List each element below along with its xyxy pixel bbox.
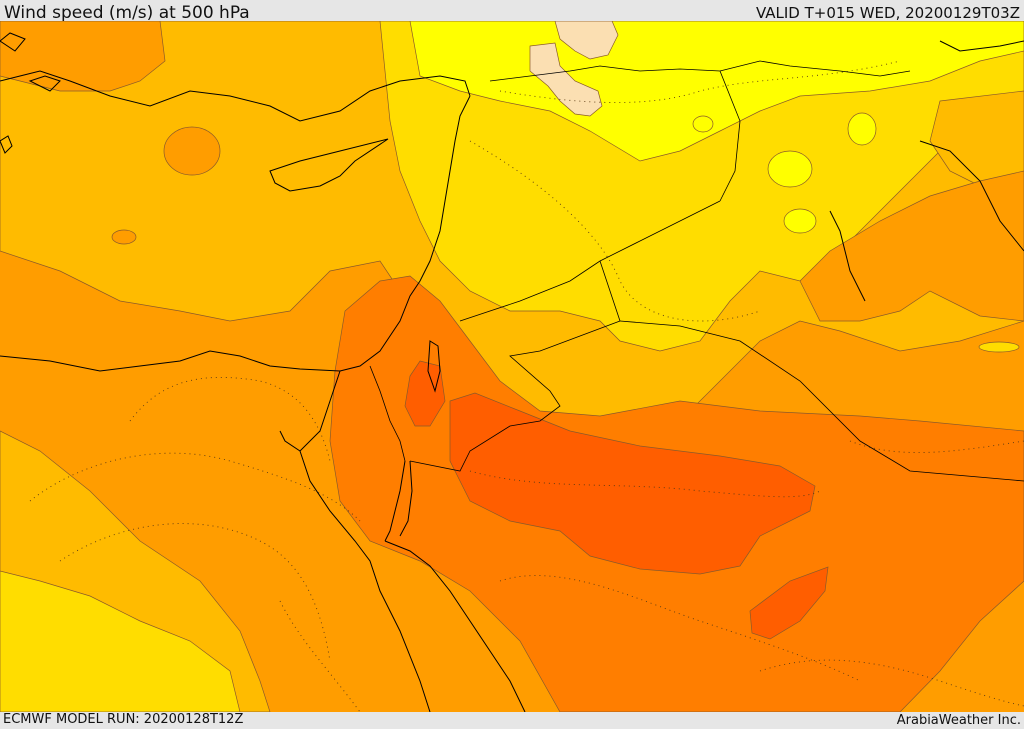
band-deepest-jordan	[404, 360, 446, 427]
band-deepest-south	[749, 566, 829, 640]
patch-yellow-1	[767, 150, 813, 188]
patch-yellow-4	[692, 115, 714, 133]
valid-time-label: VALID T+015 WED, 20200129T03Z	[755, 4, 1020, 22]
coastlines	[0, 32, 1024, 712]
dotted-isolines	[29, 60, 1024, 712]
band-lightest	[529, 42, 603, 117]
band-deepest-core	[449, 392, 816, 575]
band-lightest-2	[554, 21, 619, 60]
band-yellow-orange-sw	[0, 570, 241, 712]
footer-bar: ECMWF MODEL RUN: 20200128T12Z ArabiaWeat…	[0, 712, 1024, 729]
patch-yellow-5	[978, 341, 1020, 353]
credit-label: ArabiaWeather Inc.	[896, 713, 1021, 728]
band-yellow	[409, 21, 1024, 162]
patch-yellow-2	[847, 112, 877, 146]
patch-orange-2	[111, 229, 137, 245]
header-bar: Wind speed (m/s) at 500 hPa VALID T+015 …	[0, 0, 1024, 23]
model-run-label: ECMWF MODEL RUN: 20200128T12Z	[3, 712, 244, 727]
map-canvas	[0, 21, 1024, 712]
weather-map[interactable]	[0, 21, 1024, 712]
band-orange-nw	[0, 21, 166, 92]
patch-orange-1	[163, 126, 221, 176]
map-title: Wind speed (m/s) at 500 hPa	[4, 3, 250, 23]
country-borders	[369, 60, 1024, 482]
patch-yellow-3	[783, 208, 817, 234]
